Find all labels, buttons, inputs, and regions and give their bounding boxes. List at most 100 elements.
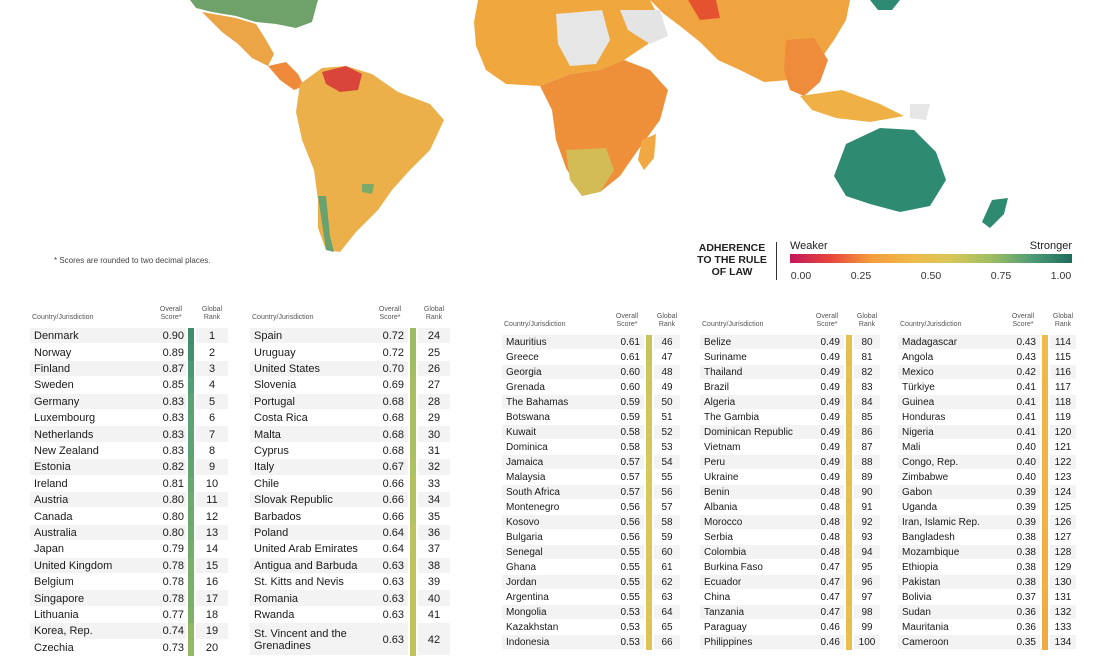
table-row-background: [502, 410, 644, 424]
column-header-score: Overall Score*: [159, 306, 183, 321]
table-row-rank-background: [654, 410, 680, 424]
country-name: Korea, Rep.: [34, 625, 93, 638]
score-color-bar: [188, 623, 194, 640]
score-color-bar: [846, 470, 852, 485]
overall-score: 0.41: [1016, 427, 1036, 438]
global-rank: 41: [427, 608, 441, 621]
country-name: Ecuador: [704, 577, 742, 588]
country-name: Congo, Rep.: [902, 457, 959, 468]
overall-score: 0.67: [382, 461, 404, 474]
overall-score: 0.78: [162, 576, 184, 589]
table-row: Uganda 0.39 125: [896, 500, 1076, 515]
global-rank: 115: [1055, 352, 1071, 363]
overall-score: 0.64: [382, 526, 404, 539]
score-color-bar: [1042, 485, 1048, 500]
global-rank: 118: [1055, 397, 1071, 408]
score-color-bar: [188, 360, 194, 378]
table-row: Japan 0.79 14: [28, 541, 228, 557]
table-row-background: [250, 393, 408, 409]
score-color-bar: [410, 410, 416, 427]
overall-score: 0.41: [1016, 412, 1036, 423]
country-name: Iran, Islamic Rep.: [902, 517, 980, 528]
score-color-bar: [646, 395, 652, 410]
country-name: Denmark: [34, 330, 79, 343]
table-row-rank-background: [196, 475, 228, 491]
table-row-background: [700, 335, 844, 349]
country-name: Ukraine: [704, 472, 739, 483]
country-name: Belgium: [34, 576, 74, 589]
global-rank: 64: [661, 607, 673, 618]
overall-score: 0.73: [162, 641, 184, 654]
table-row-background: [898, 575, 1040, 589]
table-row: Malta 0.68 30: [248, 426, 450, 442]
score-color-bar: [846, 620, 852, 635]
table-row-background: [898, 545, 1040, 559]
table-row-background: [30, 524, 186, 541]
score-color-bar: [1042, 395, 1048, 410]
overall-score: 0.49: [820, 457, 840, 468]
global-rank: 127: [1054, 532, 1072, 543]
score-color-bar: [410, 344, 416, 361]
table-row-background: [700, 545, 844, 559]
table-row: Canada 0.80 12: [28, 508, 228, 524]
country-name: Malaysia: [506, 472, 546, 483]
score-color-bar: [1042, 440, 1048, 455]
table-row-background: [502, 545, 644, 559]
overall-score: 0.89: [162, 346, 184, 359]
table-row-rank-background: [854, 380, 880, 394]
overall-score: 0.83: [162, 444, 184, 457]
overall-score: 0.49: [820, 442, 840, 453]
overall-score: 0.36: [1016, 622, 1036, 633]
global-rank: 11: [206, 494, 218, 507]
legend: ADHERENCE TO THE RULE OF LAW Weaker Stro…: [690, 236, 1086, 286]
table-row: Barbados 0.66 35: [248, 508, 450, 524]
country-name: Angola: [902, 352, 934, 363]
table-row-background: [502, 605, 644, 619]
score-color-bar: [188, 475, 194, 492]
column-header-rank: Global Rank: [856, 313, 878, 328]
overall-score: 0.83: [162, 395, 184, 408]
overall-score: 0.49: [820, 382, 840, 393]
table-row: Luxembourg 0.83 6: [28, 410, 228, 426]
score-color-bar: [188, 377, 194, 394]
score-color-bar: [846, 530, 852, 545]
table-row-background: [898, 350, 1040, 364]
score-table-2: Country/Jurisdiction Overall Score* Global R…: [248, 304, 450, 656]
score-color-bar: [1042, 335, 1048, 350]
table-row-rank-background: [1050, 560, 1076, 574]
global-rank: 15: [205, 559, 219, 572]
global-rank: 32: [427, 461, 441, 474]
table-row-background: [30, 393, 186, 409]
country-name: Germany: [34, 395, 80, 408]
score-color-bar: [846, 395, 852, 410]
overall-score: 0.41: [1016, 382, 1036, 393]
global-rank: 94: [861, 547, 873, 558]
table-row-rank-background: [854, 365, 880, 379]
country-name: Bangladesh: [902, 532, 955, 543]
score-color-bar: [646, 620, 652, 635]
map-asia-red: [688, 0, 720, 20]
overall-score: 0.48: [820, 547, 840, 558]
score-color-bar: [188, 524, 194, 542]
score-color-bar: [410, 541, 416, 558]
score-color-bar: [646, 350, 652, 365]
overall-score: 0.80: [162, 494, 184, 507]
table-row: Italy 0.67 32: [248, 459, 450, 475]
score-color-bar: [846, 500, 852, 515]
column-header-score: Overall Score*: [378, 306, 402, 321]
global-rank: 18: [205, 608, 219, 621]
table-row-background: [250, 606, 408, 623]
global-rank: 99: [861, 622, 873, 633]
table-row: South Africa 0.57 56: [500, 485, 680, 500]
overall-score: 0.66: [382, 477, 404, 490]
global-rank: 17: [205, 592, 219, 605]
table-row: Benin 0.48 90: [698, 485, 880, 500]
table-row-rank-background: [418, 426, 450, 442]
table-row-background: [30, 410, 186, 426]
country-name: Rwanda: [254, 608, 295, 621]
table-row-rank-background: [196, 410, 228, 426]
table-row-background: [898, 470, 1040, 484]
table-row: Argentina 0.55 63: [500, 590, 680, 605]
table-row: Peru 0.49 88: [698, 455, 880, 470]
table-row-background: [700, 590, 844, 604]
